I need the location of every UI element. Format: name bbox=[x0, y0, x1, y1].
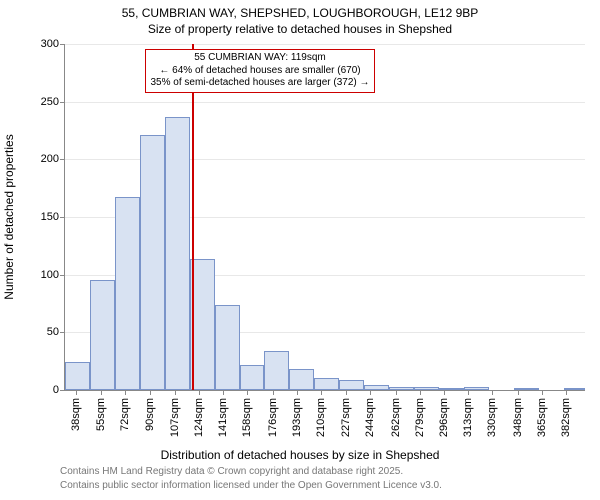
xtick-label: 38sqm bbox=[70, 398, 82, 431]
xtick-mark bbox=[321, 390, 322, 395]
histogram-bar bbox=[165, 117, 190, 390]
footer-copyright-2: Contains public sector information licen… bbox=[60, 480, 442, 491]
xtick-mark bbox=[346, 390, 347, 395]
ytick-label: 150 bbox=[41, 211, 59, 223]
xtick-mark bbox=[370, 390, 371, 395]
ytick-label: 300 bbox=[41, 38, 59, 50]
xtick-label: 90sqm bbox=[144, 398, 156, 431]
ytick-mark bbox=[60, 275, 65, 276]
xtick-mark bbox=[76, 390, 77, 395]
xtick-label: 330sqm bbox=[486, 398, 498, 437]
histogram-bar bbox=[140, 135, 165, 390]
histogram-bar bbox=[364, 385, 389, 390]
histogram-bar bbox=[240, 365, 265, 390]
xtick-label: 279sqm bbox=[414, 398, 426, 437]
histogram-bar bbox=[339, 380, 364, 390]
property-marker-line bbox=[192, 44, 194, 390]
xtick-label: 244sqm bbox=[364, 398, 376, 437]
xtick-label: 296sqm bbox=[438, 398, 450, 437]
histogram-bar bbox=[115, 197, 140, 390]
footer-copyright-1: Contains HM Land Registry data © Crown c… bbox=[60, 466, 403, 477]
histogram-bar bbox=[314, 378, 339, 390]
property-annotation: 55 CUMBRIAN WAY: 119sqm← 64% of detached… bbox=[145, 49, 375, 93]
xtick-mark bbox=[101, 390, 102, 395]
ytick-mark bbox=[60, 390, 65, 391]
ytick-label: 200 bbox=[41, 153, 59, 165]
ytick-mark bbox=[60, 332, 65, 333]
histogram-bar bbox=[289, 369, 314, 390]
histogram-bar bbox=[65, 362, 90, 390]
xtick-label: 210sqm bbox=[315, 398, 327, 437]
xtick-label: 55sqm bbox=[95, 398, 107, 431]
ytick-label: 0 bbox=[53, 384, 59, 396]
xtick-mark bbox=[297, 390, 298, 395]
xtick-mark bbox=[542, 390, 543, 395]
chart-title-line1: 55, CUMBRIAN WAY, SHEPSHED, LOUGHBOROUGH… bbox=[0, 6, 600, 20]
xtick-label: 158sqm bbox=[241, 398, 253, 437]
gridline bbox=[65, 102, 585, 103]
ytick-label: 250 bbox=[41, 96, 59, 108]
xtick-mark bbox=[566, 390, 567, 395]
xtick-mark bbox=[468, 390, 469, 395]
chart-title-line2: Size of property relative to detached ho… bbox=[0, 22, 600, 36]
xtick-mark bbox=[199, 390, 200, 395]
xtick-label: 348sqm bbox=[512, 398, 524, 437]
annotation-line2: ← 64% of detached houses are smaller (67… bbox=[150, 65, 370, 78]
xtick-label: 176sqm bbox=[267, 398, 279, 437]
x-axis-label: Distribution of detached houses by size … bbox=[0, 448, 600, 462]
xtick-label: 141sqm bbox=[217, 398, 229, 437]
ytick-mark bbox=[60, 44, 65, 45]
xtick-label: 124sqm bbox=[193, 398, 205, 437]
gridline bbox=[65, 44, 585, 45]
xtick-label: 107sqm bbox=[169, 398, 181, 437]
xtick-mark bbox=[444, 390, 445, 395]
ytick-mark bbox=[60, 159, 65, 160]
xtick-mark bbox=[125, 390, 126, 395]
xtick-label: 72sqm bbox=[119, 398, 131, 431]
ytick-label: 100 bbox=[41, 269, 59, 281]
histogram-bar bbox=[389, 387, 414, 390]
xtick-label: 193sqm bbox=[291, 398, 303, 437]
xtick-label: 262sqm bbox=[390, 398, 402, 437]
chart-container: 55, CUMBRIAN WAY, SHEPSHED, LOUGHBOROUGH… bbox=[0, 0, 600, 500]
xtick-mark bbox=[492, 390, 493, 395]
xtick-label: 365sqm bbox=[536, 398, 548, 437]
xtick-mark bbox=[150, 390, 151, 395]
ytick-label: 50 bbox=[47, 326, 59, 338]
ytick-mark bbox=[60, 102, 65, 103]
xtick-mark bbox=[247, 390, 248, 395]
y-axis-label: Number of detached properties bbox=[2, 134, 16, 299]
xtick-mark bbox=[420, 390, 421, 395]
histogram-bar bbox=[215, 305, 240, 390]
histogram-bar bbox=[439, 388, 464, 390]
ytick-mark bbox=[60, 217, 65, 218]
histogram-bar bbox=[414, 387, 439, 390]
xtick-label: 313sqm bbox=[462, 398, 474, 437]
xtick-mark bbox=[396, 390, 397, 395]
xtick-mark bbox=[518, 390, 519, 395]
annotation-line3: 35% of semi-detached houses are larger (… bbox=[150, 77, 370, 90]
xtick-label: 227sqm bbox=[340, 398, 352, 437]
annotation-line1: 55 CUMBRIAN WAY: 119sqm bbox=[150, 52, 370, 65]
xtick-mark bbox=[175, 390, 176, 395]
xtick-mark bbox=[273, 390, 274, 395]
xtick-label: 382sqm bbox=[560, 398, 572, 437]
xtick-mark bbox=[223, 390, 224, 395]
histogram-bar bbox=[264, 351, 289, 390]
histogram-bar bbox=[90, 280, 115, 390]
plot-area: 05010015020025030038sqm55sqm72sqm90sqm10… bbox=[64, 44, 585, 391]
